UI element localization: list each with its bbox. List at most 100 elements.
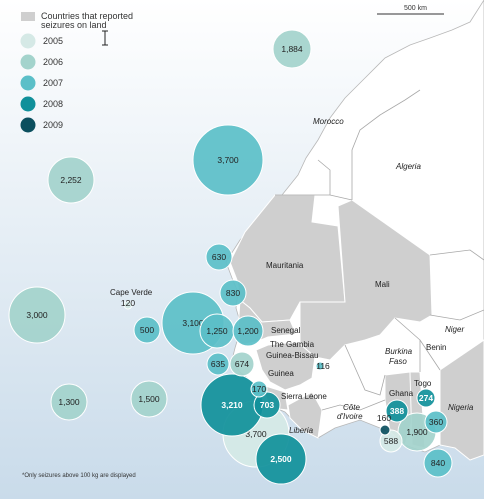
legend-land-swatch [21, 12, 35, 21]
seizure-bubble-label: 674 [235, 359, 249, 369]
label-algeria: Algeria [395, 162, 421, 171]
seizure-bubble: 120 [121, 298, 135, 310]
seizure-bubble-label: 840 [431, 458, 445, 468]
seizure-bubble: 360 [424, 410, 448, 434]
country-labels: Morocco Algeria Mauritania Mali Niger Se… [110, 117, 474, 435]
guinea-shape [255, 341, 316, 391]
seizure-bubble: 1,500 [130, 380, 168, 418]
label-liberia: Liberia [289, 426, 314, 435]
seizure-bubble-circle [423, 448, 453, 478]
seizure-bubble-label: 1,900 [406, 427, 428, 437]
seizure-bubble: 630 [205, 243, 233, 271]
legend-year-2006: 2006 [43, 57, 63, 67]
seizure-bubble: 3,000 [8, 286, 66, 344]
seizure-bubble: 635 [206, 352, 230, 376]
seizure-bubble-label: 360 [429, 417, 443, 427]
seizure-bubble: 588 [379, 429, 403, 453]
legend-year-2007: 2007 [43, 78, 63, 88]
seizure-bubble-label: 1,884 [281, 44, 303, 54]
label-togo: Togo [414, 379, 432, 388]
seizure-bubble-label: 120 [121, 298, 135, 308]
seizure-bubble: 1,250 [199, 313, 235, 349]
label-cote-line2: d'Ivoire [337, 412, 363, 421]
seizure-bubble: 840 [423, 448, 453, 478]
seizure-bubble-circle [133, 316, 161, 344]
seizure-bubble: 1,200 [232, 315, 264, 347]
legend-swatch-2006 [20, 54, 36, 70]
seizure-bubble-circle [379, 429, 403, 453]
seizure-bubble-label: 388 [390, 406, 404, 416]
seizure-bubble-circle [229, 351, 255, 377]
seizure-bubble-label: 160 [377, 413, 391, 423]
seizure-bubble-label: 3,100 [182, 318, 204, 328]
seizure-bubble-circle [232, 315, 264, 347]
seizure-bubble-circle [255, 433, 307, 485]
seizure-bubble-label: 274 [419, 393, 433, 403]
seizure-bubble: 1,300 [50, 383, 88, 421]
footnote: *Only seizures above 100 kg are displaye… [22, 473, 136, 479]
seizure-bubble: 2,252 [47, 156, 95, 204]
legend-land-label-line1: Countries that reported [41, 11, 133, 21]
label-burkina-line1: Burkina [385, 347, 413, 356]
legend-swatch-2008 [20, 96, 36, 112]
seizure-bubble-label: 1,200 [237, 326, 259, 336]
label-guinea-bissau: Guinea-Bissau [266, 351, 318, 360]
seizure-bubble-label: 3,700 [245, 429, 267, 439]
legend: Countries that reported seizures on land… [20, 11, 133, 133]
seizure-bubble-circle [424, 410, 448, 434]
legend-years: 2005 2006 2007 2008 2009 [20, 33, 63, 133]
seizure-bubble: 3,210 [200, 373, 264, 437]
seizure-bubble: 830 [219, 279, 247, 307]
seizure-bubble-label: 588 [384, 436, 398, 446]
label-benin: Benin [426, 343, 446, 352]
seizure-bubble-label: 3,700 [217, 155, 239, 165]
mali-shape [299, 199, 433, 361]
seizure-bubble: 274 [416, 388, 436, 408]
seizure-bubble-circle [219, 279, 247, 307]
seizure-bubble-circle [272, 29, 312, 69]
seizure-bubble-circle [315, 361, 325, 371]
legend-swatch-2007 [20, 75, 36, 91]
legend-land-label-line2: seizures on land [41, 20, 107, 30]
label-sierra-leone: Sierra Leone [281, 392, 327, 401]
seizure-bubble-circle [123, 300, 133, 310]
text-cursor-icon [102, 30, 108, 46]
seizure-bubble-label: 630 [212, 252, 226, 262]
legend-swatch-2005 [20, 33, 36, 49]
seizure-bubble-label: 2,500 [270, 454, 292, 464]
seizure-bubble: 1,884 [272, 29, 312, 69]
seizure-bubble-label: 170 [252, 384, 266, 394]
legend-swatch-2009 [20, 117, 36, 133]
seizure-bubble-label: 1,250 [206, 326, 228, 336]
seizure-bubble-label: 3,210 [221, 400, 243, 410]
seizure-bubble-circle [379, 424, 391, 436]
seizure-bubble: 388 [385, 399, 409, 423]
label-mali: Mali [375, 280, 390, 289]
label-niger: Niger [445, 325, 464, 334]
seizure-bubble-label: 3,000 [26, 310, 48, 320]
seizure-bubble-label: 116 [316, 361, 330, 371]
legend-year-2005: 2005 [43, 36, 63, 46]
seizure-bubble-circle [205, 243, 233, 271]
label-senegal: Senegal [271, 326, 301, 335]
seizure-bubble: 703 [253, 391, 281, 419]
seizure-bubble: 674 [229, 351, 255, 377]
seizure-bubble-circle [250, 380, 268, 398]
nigeria-shape [439, 339, 484, 461]
label-mauritania: Mauritania [266, 261, 304, 270]
label-cote-line1: Côte [343, 403, 360, 412]
label-gambia: The Gambia [270, 340, 315, 349]
seizure-bubble: 500 [133, 316, 161, 344]
seizure-bubble: 2,500 [255, 433, 307, 485]
seizure-bubble-circle [416, 388, 436, 408]
seizure-bubble-circle [47, 156, 95, 204]
seizure-bubble-circle [192, 124, 264, 196]
country-borders [275, 89, 484, 411]
seizure-bubble-label: 703 [260, 400, 274, 410]
liberia-shape [287, 391, 323, 439]
label-nigeria: Nigeria [448, 403, 474, 412]
seizure-bubble: 116 [315, 361, 330, 371]
seizure-bubble: 3,700 [192, 124, 264, 196]
